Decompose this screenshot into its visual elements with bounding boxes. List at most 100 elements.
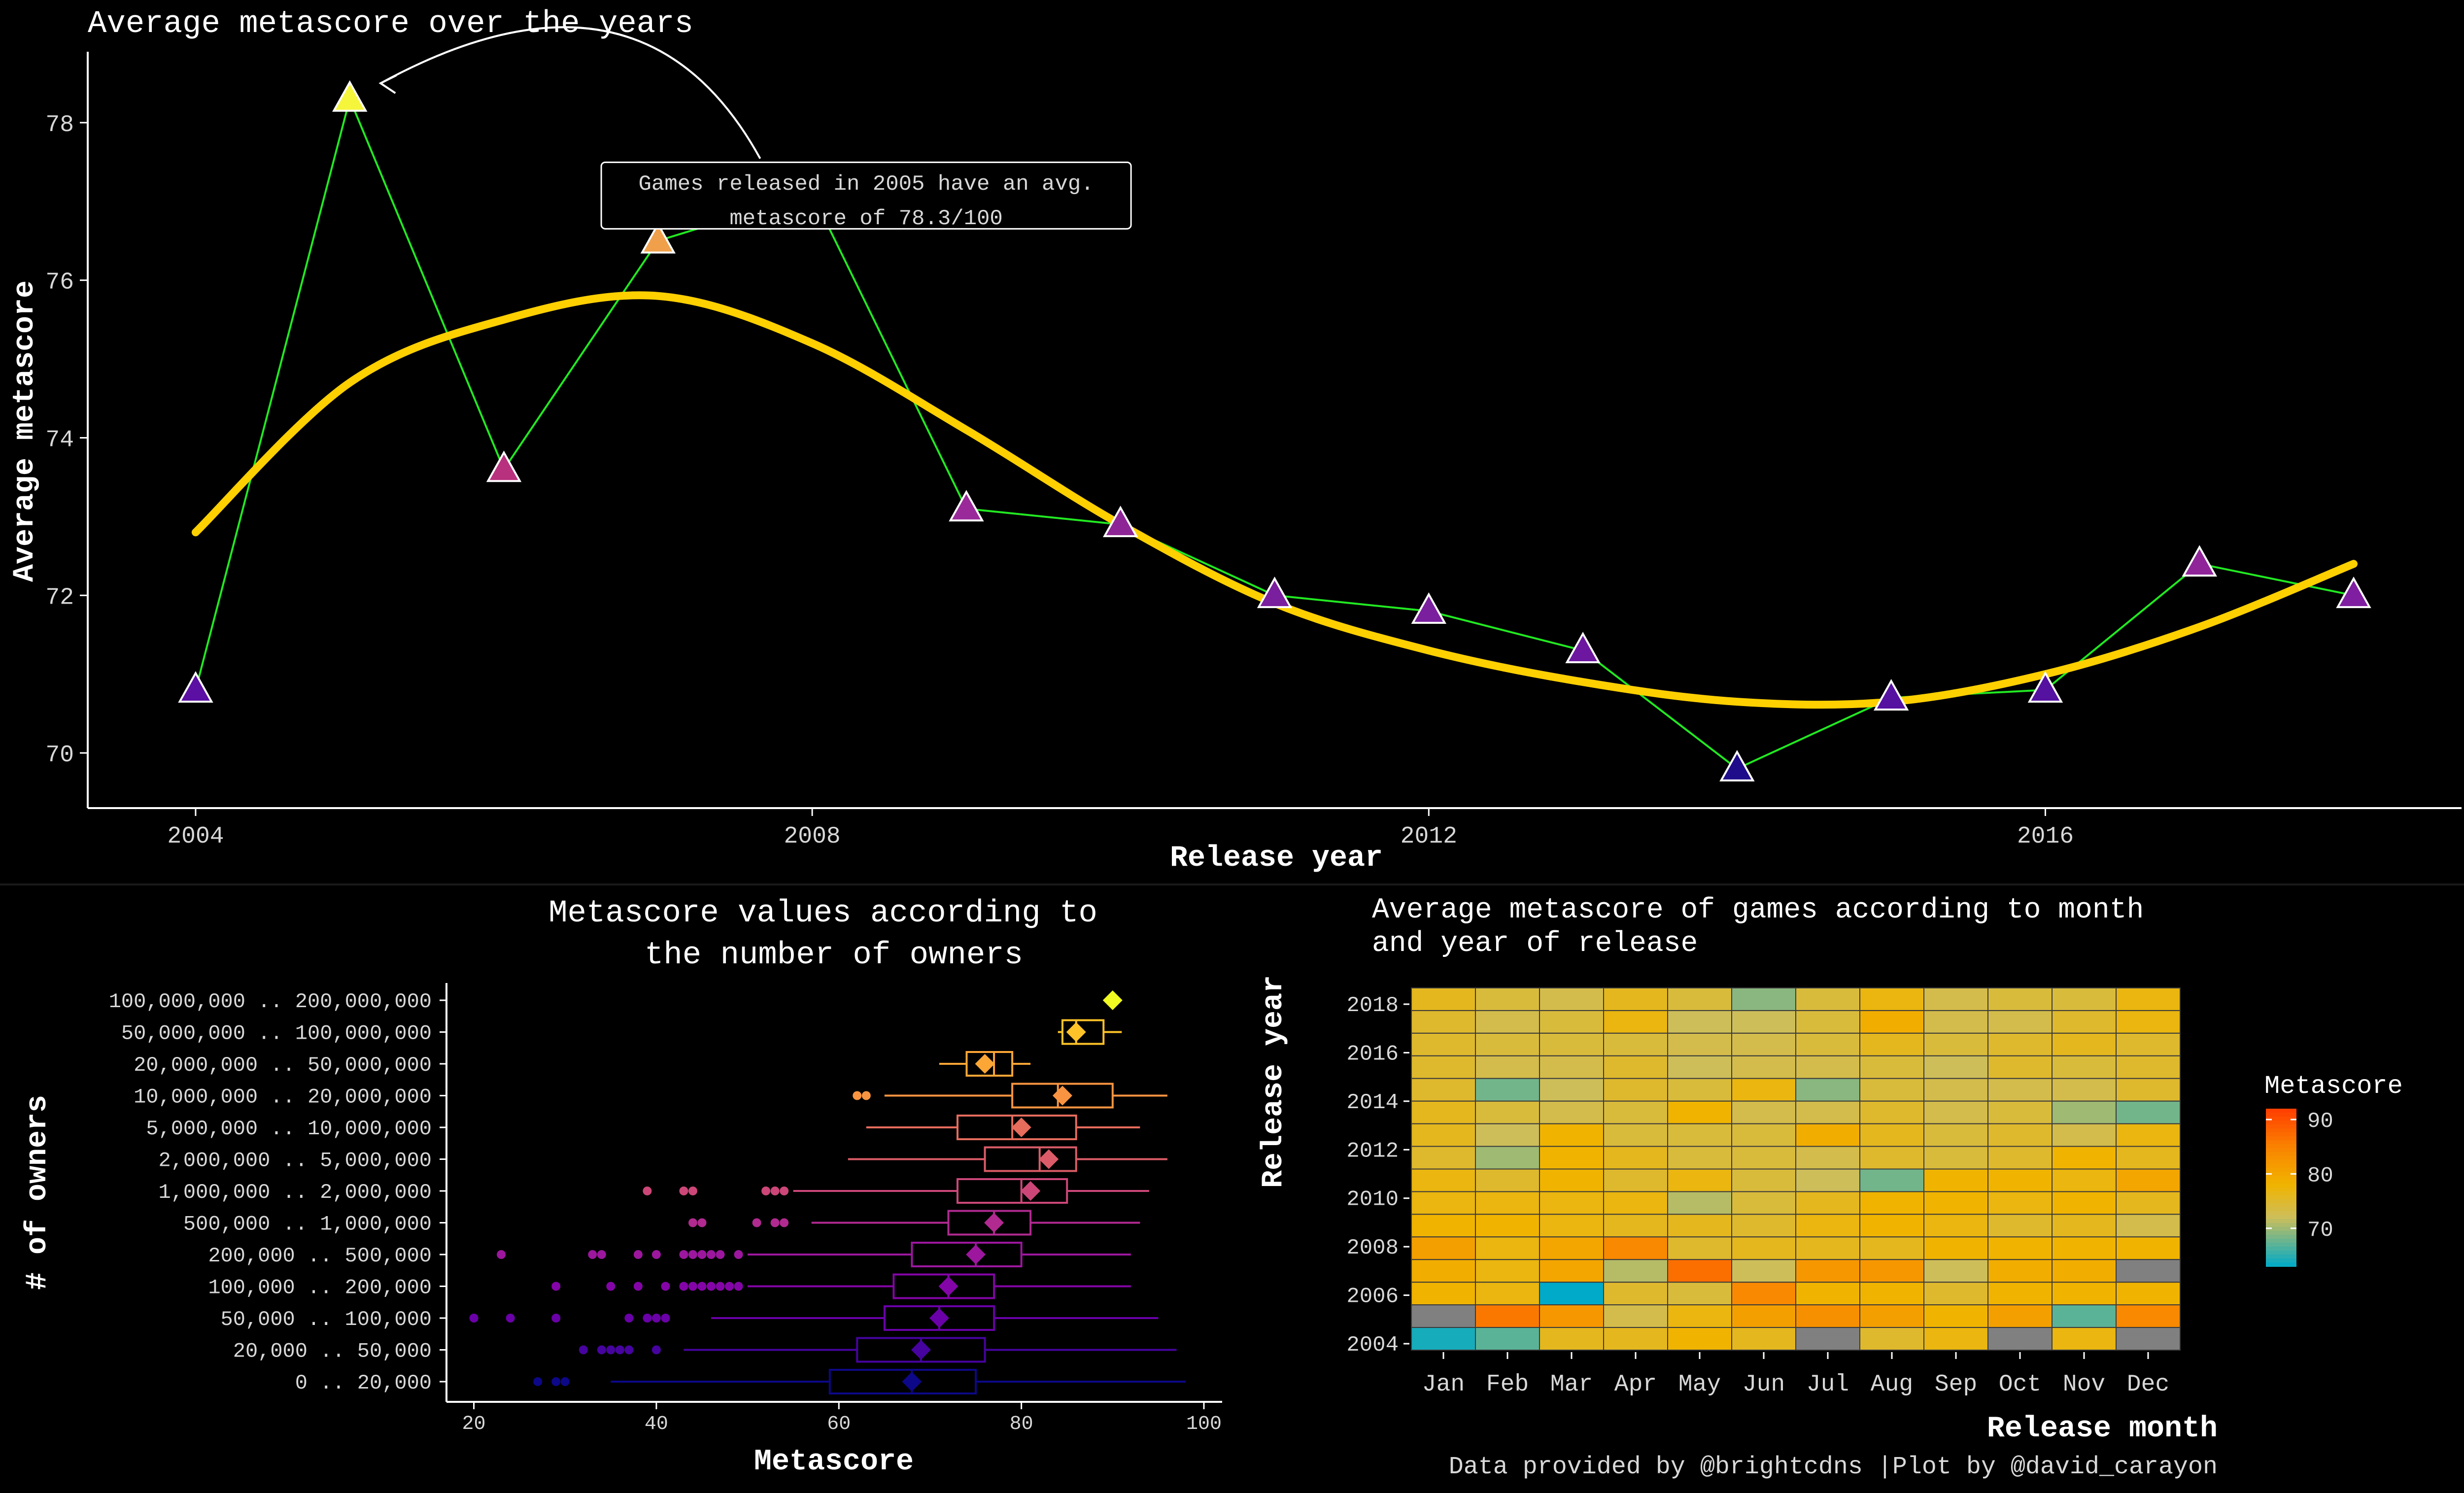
heatmap-cell (1859, 1236, 1924, 1260)
heatmap-cell (1923, 1304, 1988, 1328)
heatmap-cell (1539, 1236, 1604, 1260)
owner-category-label: 0 .. 20,000 (295, 1371, 432, 1395)
legend-tick-label: 90 (2307, 1109, 2333, 1134)
box-outlier (606, 1345, 616, 1355)
heatmap-cell (1603, 1214, 1668, 1238)
box-outlier (624, 1345, 634, 1355)
heatmap-cell (1731, 1032, 1796, 1056)
heatmap-cell (1667, 1078, 1732, 1102)
heatmap-cell (1667, 1010, 1732, 1034)
heatmap-cell (1923, 1327, 1988, 1351)
heatmap-cell (1859, 987, 1924, 1011)
box-outlier (688, 1218, 697, 1227)
heatmap-cell (2052, 1146, 2117, 1170)
line-x-tick-label: 2008 (784, 823, 841, 850)
heatmap-cell (1667, 1123, 1732, 1147)
heatmap-cell (1667, 1327, 1732, 1351)
legend-gradient-segment (2266, 1160, 2296, 1164)
heatmap-cell (2052, 1010, 2117, 1034)
heatmap-cell (1795, 1236, 1860, 1260)
heatmap-cell (2116, 1146, 2181, 1170)
box-outlier (551, 1314, 561, 1323)
legend-gradient-segment (2266, 1191, 2296, 1196)
line-x-tick-label: 2012 (1401, 823, 1457, 850)
heatmap-cell (1795, 987, 1860, 1011)
heatmap-cell (1603, 1282, 1668, 1306)
line-point-marker (949, 490, 984, 522)
box-outlier (588, 1250, 597, 1259)
heatmap-cell (1923, 987, 1988, 1011)
legend-gradient-segment (2266, 1176, 2296, 1180)
heatmap-cell (2052, 1236, 2117, 1260)
heatmap-cell (1603, 1168, 1668, 1192)
heatmap-cell (1667, 1146, 1732, 1170)
box-outlier (633, 1282, 643, 1291)
box-mean-diamond (1102, 990, 1123, 1010)
legend-tick-label: 70 (2307, 1218, 2333, 1243)
heatmap-x-tick-label: Mar (1550, 1371, 1593, 1398)
owner-category-label: 100,000 .. 200,000 (208, 1276, 432, 1300)
legend-gradient-segment (2266, 1227, 2296, 1231)
box-mean-diamond (1011, 1118, 1031, 1137)
box-outlier (597, 1345, 606, 1355)
boxplot-panel: Metascore values according to the number… (21, 896, 1222, 1479)
line-x-tick-label: 2004 (167, 823, 224, 850)
heatmap-cell (2116, 1123, 2181, 1147)
heatmap-cell (1923, 1236, 1988, 1260)
heatmap-cell (1475, 1282, 1540, 1306)
box-outlier (716, 1282, 725, 1291)
heatmap-cell (1539, 1168, 1604, 1192)
heatmap-cell (1923, 1010, 1988, 1034)
line-point-marker (1411, 592, 1447, 624)
box-mean-diamond (929, 1308, 949, 1328)
legend-gradient-segment (2266, 1180, 2296, 1184)
heatmap-cell (1539, 1032, 1604, 1056)
heatmap-cell (1795, 1078, 1860, 1102)
line-point-marker (1565, 632, 1601, 664)
heatmap-cell (1859, 1123, 1924, 1147)
legend-gradient-segment (2266, 1223, 2296, 1227)
heatmap-y-tick-label: 2014 (1346, 1090, 1399, 1115)
heatmap-cell (1667, 1236, 1732, 1260)
heatmap-cell (1411, 1191, 1476, 1215)
line-point-marker (2182, 545, 2217, 577)
heatmap-cell (1475, 1168, 1540, 1192)
heatmap-cell (1795, 1168, 1860, 1192)
heatmap-cell (1731, 1191, 1796, 1215)
heatmap-cell (1539, 1191, 1604, 1215)
heatmap-cell (1603, 1078, 1668, 1102)
heatmap-cell (2116, 1259, 2181, 1283)
heatmap-cell (1475, 1078, 1540, 1102)
legend-gradient-segment (2266, 1215, 2296, 1220)
legend-gradient-segment (2266, 1207, 2296, 1212)
heatmap-cell (1923, 1191, 1988, 1215)
heatmap-cell (1923, 1055, 1988, 1079)
legend-gradient-segment (2266, 1164, 2296, 1168)
legend-gradient-segment (2266, 1235, 2296, 1239)
box-outlier (506, 1314, 515, 1323)
legend-gradient-segment (2266, 1184, 2296, 1188)
heatmap-cell (1411, 1123, 1476, 1147)
heatmap-cell (1987, 1168, 2053, 1192)
heatmap-cell (1667, 1055, 1732, 1079)
box-outlier (770, 1187, 780, 1195)
heatmap-cell (1987, 1010, 2053, 1034)
heatmap-cell (1731, 987, 1796, 1011)
heatmap-cell (1539, 1123, 1604, 1147)
heatmap-cell (1923, 1100, 1988, 1124)
legend-gradient-segment (2266, 1195, 2296, 1200)
box-mean-diamond (1021, 1181, 1041, 1201)
heatmap-cell (1859, 1191, 1924, 1215)
box-outlier (752, 1218, 761, 1227)
heatmap-cell (2052, 1259, 2117, 1283)
heatmap-cell (1923, 1214, 1988, 1238)
heatmap-cell (2052, 987, 2117, 1011)
heatmap-cell (1539, 1146, 1604, 1170)
line-point-marker (2027, 671, 2063, 703)
heatmap-cell (1667, 1214, 1732, 1238)
heatmap-cell (1795, 1100, 1860, 1124)
heatmap-cell (1731, 1078, 1796, 1102)
heatmap-cell (1859, 1259, 1924, 1283)
heatmap-cell (1987, 1304, 2053, 1328)
legend-gradient-segment (2266, 1239, 2296, 1243)
